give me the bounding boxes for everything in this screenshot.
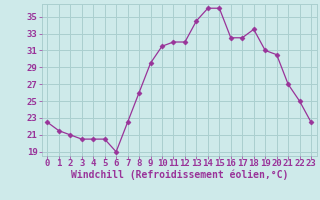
- X-axis label: Windchill (Refroidissement éolien,°C): Windchill (Refroidissement éolien,°C): [70, 169, 288, 180]
